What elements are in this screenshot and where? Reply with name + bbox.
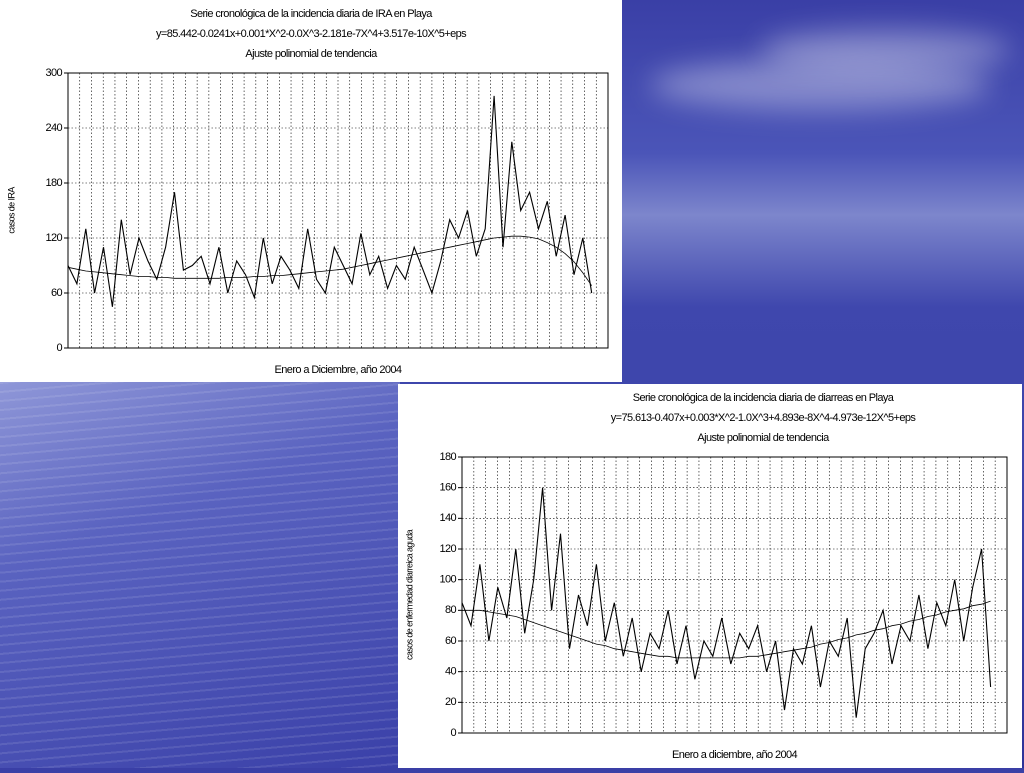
y-tick-label: 180: [45, 177, 62, 189]
y-tick-label: 120: [439, 543, 456, 555]
y-tick-label: 240: [45, 122, 62, 134]
trend-line: [462, 600, 991, 659]
chart-panel: Serie cronológica de la incidencia diari…: [0, 0, 622, 382]
y-tick-label: 20: [445, 696, 457, 708]
data-line: [461, 487, 992, 718]
trend-line: [67, 235, 593, 286]
y-tick-label: 40: [445, 666, 457, 678]
sea-background: [0, 382, 400, 768]
x-axis-label: Enero a Diciembre, año 2004: [275, 364, 402, 376]
y-tick-label: 100: [439, 574, 456, 586]
y-tick-label: 60: [445, 635, 457, 647]
chart-subtitle: y=85.442-0.0241x+0.001*X^2-0.0X^3-2.181e…: [156, 28, 467, 40]
y-axis-label: casos de enfermedad diarreica aguda: [404, 529, 414, 660]
y-tick-label: 160: [439, 482, 456, 494]
chart-title: Serie cronológica de la incidencia diari…: [633, 392, 895, 404]
chart-note: Ajuste polinomial de tendencia: [245, 48, 378, 60]
data-line: [67, 95, 593, 307]
chart-panel: Serie cronológica de la incidencia diari…: [398, 384, 1022, 768]
chart: Serie cronológica de la incidencia diari…: [404, 392, 1008, 761]
cloud: [760, 30, 1010, 70]
plot-frame: [67, 72, 609, 349]
y-tick-label: 0: [56, 342, 62, 354]
chart-title: Serie cronológica de la incidencia diari…: [190, 8, 433, 20]
x-axis-label: Enero a diciembre, año 2004: [672, 749, 798, 761]
y-tick-label: 0: [450, 727, 456, 739]
y-tick-label: 180: [439, 451, 456, 463]
y-tick-label: 120: [45, 232, 62, 244]
chart-note: Ajuste polinomial de tendencia: [697, 432, 830, 444]
y-tick-label: 60: [51, 287, 63, 299]
chart-subtitle: y=75.613-0.407x+0.003*X^2-1.0X^3+4.893e-…: [611, 412, 917, 424]
y-tick-label: 140: [439, 512, 456, 524]
y-tick-label: 80: [445, 604, 457, 616]
y-axis-label: casos de IRA: [6, 187, 16, 234]
chart: Serie cronológica de la incidencia diari…: [6, 8, 609, 376]
y-tick-label: 300: [45, 67, 62, 79]
cloud: [650, 60, 990, 110]
plot-frame: [461, 456, 1008, 734]
